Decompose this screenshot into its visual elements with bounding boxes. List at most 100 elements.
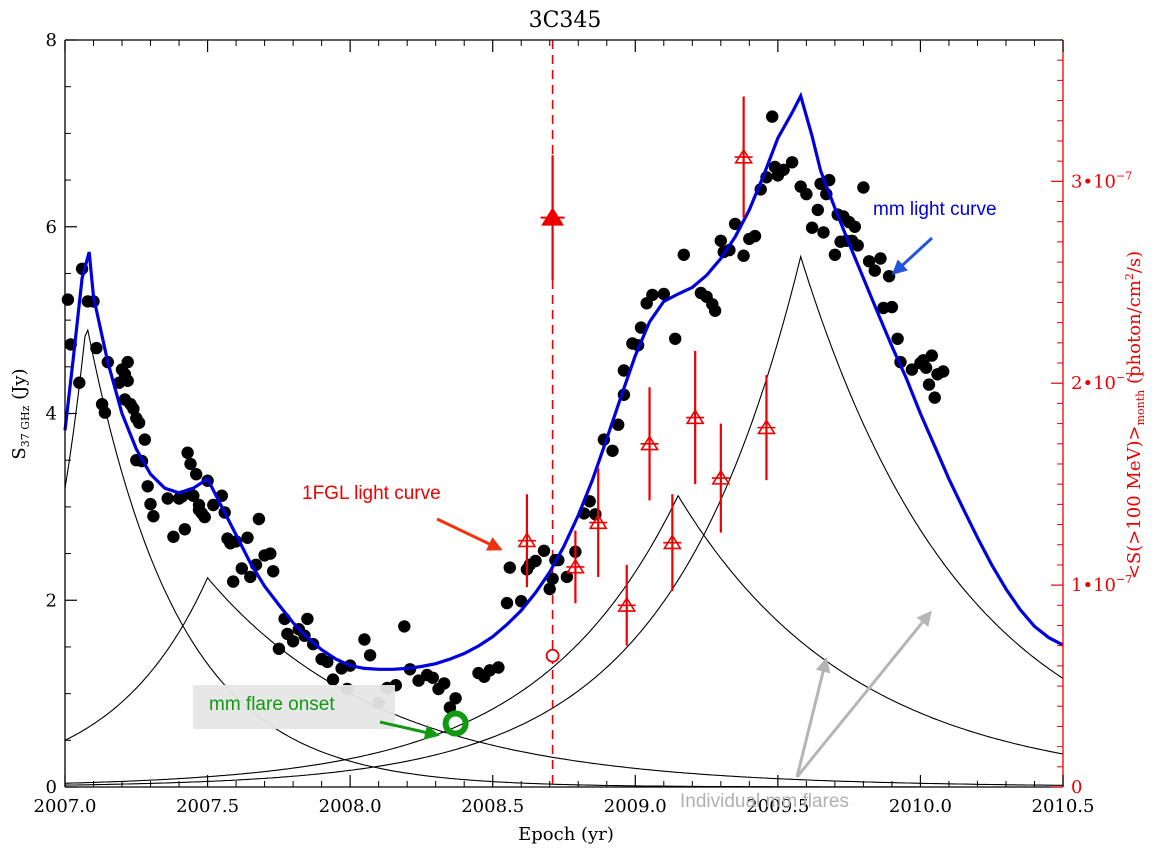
mm-data-point — [326, 673, 340, 686]
y2-axis-label-sub: month — [1134, 390, 1147, 426]
mm-data-point — [98, 406, 112, 419]
mm-data-point — [492, 661, 505, 674]
gamma-data-point — [588, 513, 608, 530]
mm-data-point — [905, 363, 919, 376]
mm-data-point — [301, 612, 314, 626]
individual-flares-label: Individual mm flares — [680, 791, 849, 812]
mm-flare-onset-marker — [442, 710, 469, 737]
mm-data-point — [190, 468, 203, 481]
mm-data-point — [537, 544, 551, 557]
y-tick-label: 8 — [46, 30, 57, 51]
mm-data-point — [181, 446, 194, 459]
mm-data-point — [748, 229, 762, 243]
x-tick-label: 2009.0 — [604, 796, 667, 817]
mm-data-point — [363, 649, 377, 662]
mm-data-point — [286, 635, 300, 648]
mm-data-point — [187, 489, 200, 502]
y2-axis-label-sup: 2 — [1123, 273, 1136, 280]
mm-data-point — [426, 671, 439, 684]
y2-tick-label: 0 — [1071, 777, 1082, 798]
mm-data-point — [862, 255, 876, 268]
mm-data-point — [785, 156, 799, 169]
mm-data-point — [264, 547, 277, 560]
flare-component-2 — [64, 576, 1063, 786]
mm-data-point — [529, 554, 542, 568]
mm-data-point — [874, 252, 887, 265]
mm-data-point — [922, 378, 936, 391]
y-axis-label-sub: 37 GHz — [19, 405, 32, 447]
mm-data-point — [817, 226, 830, 239]
mm-data-point — [714, 234, 727, 247]
y2-axis-label: <S(>100 MeV)>month (photon/cm2/s) — [1123, 251, 1147, 579]
mm-data-point — [178, 523, 191, 536]
mm-data-point — [669, 332, 682, 345]
mm-data-point — [851, 239, 864, 252]
mm-data-point — [728, 217, 742, 231]
x-tick-label: 2010.5 — [1032, 796, 1095, 817]
mm-data-point — [546, 572, 559, 585]
mm-data-point — [919, 361, 933, 374]
y2-axis-label-unit: (photon/cm — [1124, 280, 1145, 390]
y2-tick-label: 3•10−7 — [1071, 169, 1132, 192]
y2-axis-label-main: <S(>100 MeV)> — [1124, 425, 1145, 579]
mm-data-point — [267, 565, 280, 578]
x-tick-label: 2007.5 — [176, 796, 239, 817]
mm-data-point — [805, 221, 819, 234]
mm-data-point — [207, 498, 220, 512]
mm-data-point — [811, 203, 824, 217]
mm-data-point — [184, 457, 197, 471]
mm-data-point — [800, 187, 813, 201]
chart-title: 3C345 — [529, 8, 602, 33]
y-axis-label: S37 GHz (Jy) — [9, 368, 32, 459]
mm-data-point — [617, 364, 631, 377]
mm-data-point — [241, 531, 254, 544]
mm-data-point — [61, 293, 75, 306]
mm-data-point — [891, 332, 904, 345]
mm-data-point — [227, 575, 240, 588]
mm-flare-onset-label: mm flare onset — [209, 694, 335, 715]
mm-data-point — [167, 530, 180, 543]
x-tick-label: 2008.0 — [319, 796, 382, 817]
y-tick-label: 0 — [46, 777, 57, 798]
x-tick-label: 2010.0 — [889, 796, 952, 817]
mm-data-point — [438, 677, 451, 690]
x-tick-label: 2009.5 — [746, 796, 809, 817]
gamma-data-point — [617, 596, 637, 612]
flares-arrow-2 — [795, 610, 932, 778]
y-tick-label: 6 — [46, 217, 57, 238]
mm-data-point — [321, 655, 334, 669]
x-tick-label: 2008.5 — [461, 796, 524, 817]
mm-data-point — [857, 181, 870, 194]
mm-data-point — [503, 561, 516, 574]
mm-data-point — [398, 620, 411, 633]
mm-data-point — [198, 510, 211, 524]
mm-data-point — [646, 288, 659, 302]
gamma-data-point — [711, 469, 731, 485]
mm-data-point — [144, 497, 157, 511]
mm-data-point — [235, 562, 248, 575]
flares-arrow-1 — [795, 657, 831, 778]
mm-data-point — [244, 570, 257, 584]
mm-data-point — [737, 249, 750, 262]
mm-data-point — [121, 355, 134, 369]
mm-data-point — [132, 416, 146, 429]
mm-data-point — [677, 248, 690, 261]
mm-data-point — [543, 582, 556, 596]
mm-light-curve-label: mm light curve — [873, 199, 997, 220]
mm-data-point — [138, 433, 151, 446]
mm-data-point — [252, 512, 266, 526]
plot-area — [61, 40, 1064, 788]
flare-component-3 — [64, 494, 1064, 784]
mm-data-point — [161, 492, 174, 505]
mm-data-point — [868, 264, 881, 277]
mm-data-point — [73, 376, 86, 389]
mm-data-point — [141, 480, 154, 493]
flare-component-4 — [65, 254, 1064, 786]
mm-data-point — [358, 633, 371, 646]
mm-data-point — [272, 642, 286, 655]
fgl-arrow — [436, 517, 503, 551]
gamma-data-point — [662, 533, 682, 550]
mm-data-point — [612, 418, 625, 431]
mm-data-point — [925, 349, 938, 362]
